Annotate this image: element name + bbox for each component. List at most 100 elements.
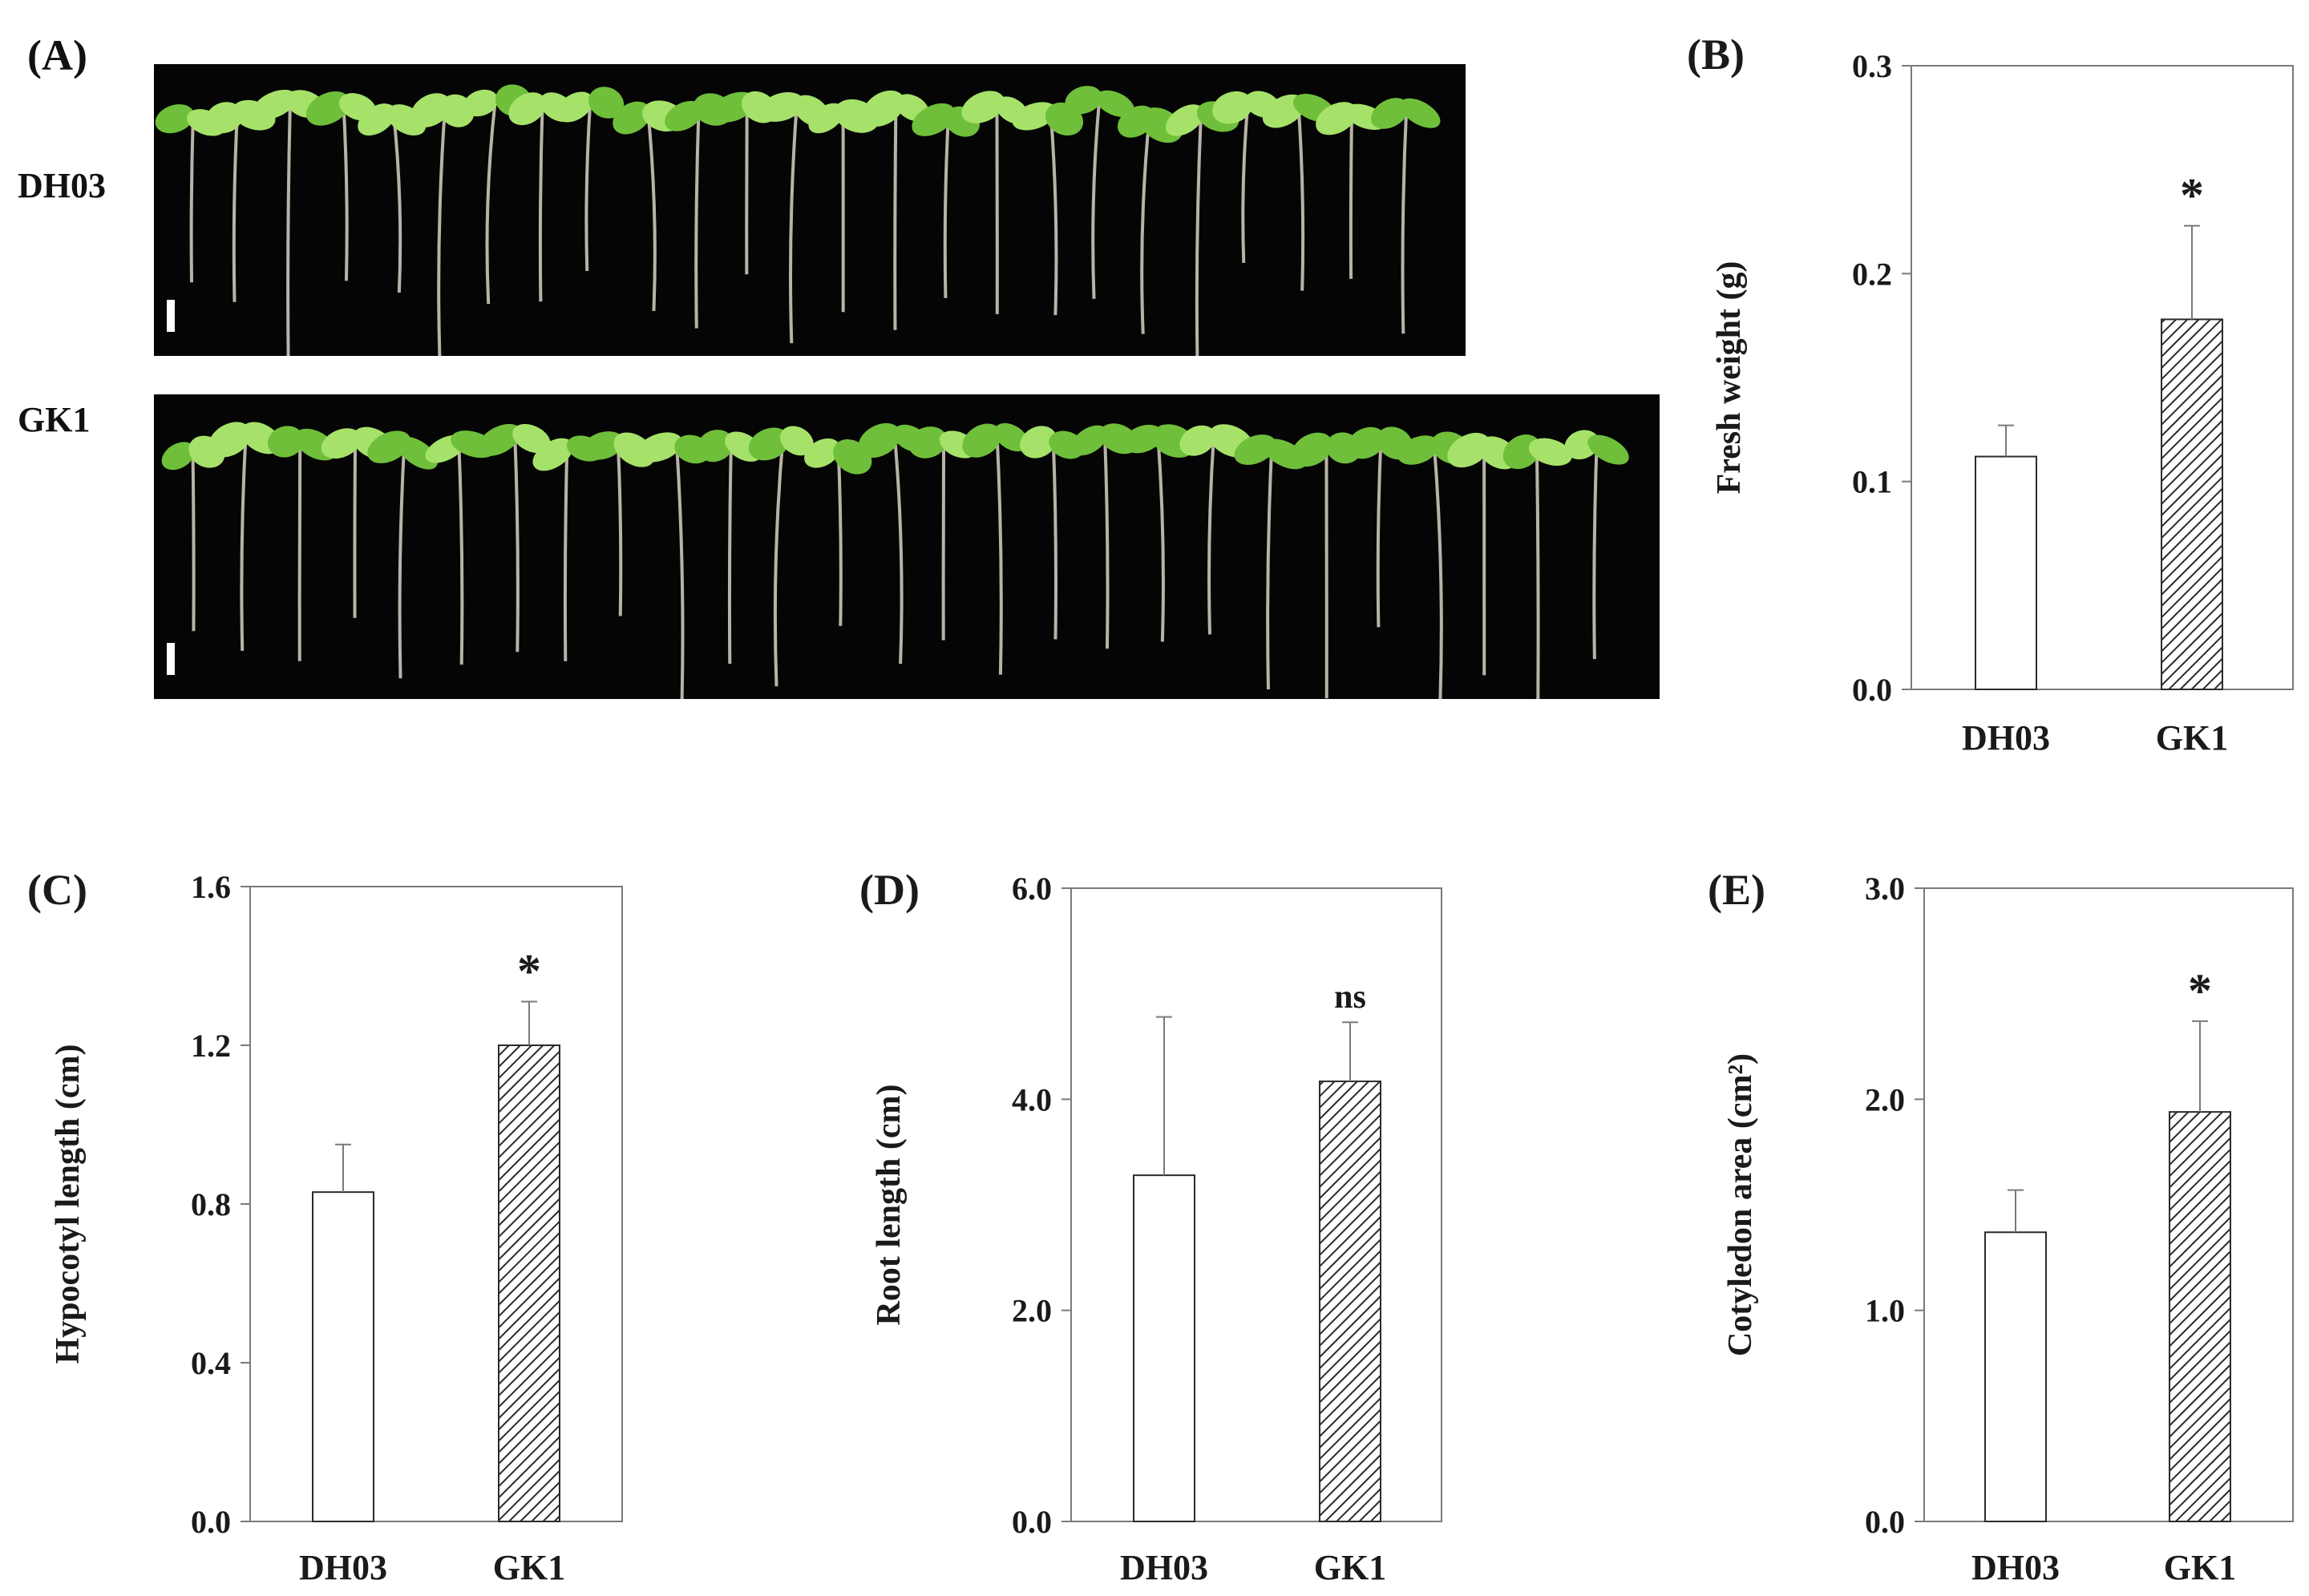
cotyledon-leaf (1020, 426, 1057, 459)
cotyledon-leaf (512, 423, 551, 454)
seedling-stem (1296, 103, 1305, 291)
y-tick-label: 4.0 (1012, 1081, 1052, 1117)
x-tick-label: GK1 (2156, 718, 2228, 758)
cotyledon-leaf (1447, 432, 1490, 468)
significance-mark: ns (1334, 979, 1366, 1016)
seedling-stem (485, 98, 498, 305)
cotyledon-leaf (1070, 425, 1108, 456)
cotyledon-leaf (994, 422, 1029, 452)
y-axis-label: Root length (cm) (871, 1085, 908, 1326)
seedling-stem (1349, 112, 1354, 279)
cotyledon-leaf (588, 87, 625, 119)
cotyledon-leaf (1123, 424, 1163, 454)
y-tick-label: 1.2 (191, 1028, 231, 1064)
row-label-dh03: DH03 (18, 166, 106, 205)
seedling-stem (727, 436, 734, 665)
seedling-stem (995, 429, 1003, 675)
seedling-stem (1091, 95, 1102, 299)
cotyledon-leaf (478, 423, 521, 456)
chart-panel-e: (E) 0.0 1.0 2.0 3.0 Cotyledon area (cm²) DH03 *… (1708, 866, 2294, 1587)
chart-panel-d: (D) 0.0 2.0 4.0 6.0 Root length (cm) DH03 ns GK1 (859, 866, 1442, 1587)
cotyledon-leaf (1347, 426, 1386, 459)
seedling-stem (563, 444, 569, 661)
seedling-stem (694, 106, 701, 329)
seedling-stem (342, 97, 349, 281)
seedling-stem (1156, 432, 1165, 642)
y-tick-label: 0.1 (1852, 464, 1892, 500)
cotyledon-leaf (1165, 104, 1204, 136)
cotyledon-leaf (463, 89, 499, 117)
bar-gk1 (2161, 318, 2223, 690)
plot-frame (1070, 887, 1442, 1522)
cotyledon-leaf (1179, 425, 1216, 456)
y-tick-label: 1.0 (1865, 1293, 1905, 1329)
y-tick-label: 1.6 (191, 869, 231, 905)
seedling-stem (353, 436, 358, 618)
y-tick-label: 3.0 (1865, 871, 1905, 907)
cotyledon-leaf (908, 426, 948, 459)
seedling-stem (645, 108, 657, 312)
y-tick-label: 2.0 (1012, 1293, 1052, 1329)
significance-mark: * (2180, 169, 2204, 222)
cotyledon-leaf (804, 438, 840, 468)
row-label-gk1: GK1 (18, 400, 91, 439)
cotyledon-leaf (962, 423, 1001, 458)
seedling-stem (286, 96, 293, 356)
cotyledon-leaf (748, 427, 790, 461)
cotyledon-leaf (367, 430, 411, 463)
bar-dh03 (1984, 1231, 2047, 1522)
cotyledon-leaf (1291, 432, 1333, 467)
cotyledon-leaf (155, 104, 195, 134)
cotyledon-leaf (697, 430, 734, 463)
chart-panel-c: (C) 0.0 0.4 0.8 1.2 1.6 Hypocotyl length (cm) D… (27, 866, 623, 1587)
cotyledon-leaf (410, 93, 451, 127)
cotyledon-leaf (1095, 90, 1134, 118)
seedling-stem (398, 440, 406, 679)
scale-bar (167, 643, 175, 675)
seedling-stem (391, 109, 402, 293)
cotyledon-leaf (862, 90, 905, 127)
chart-panel-b: (B) 0.0 0.1 0.2 0.3 Fresh weight (g) DH03 * GK1 (1687, 30, 2294, 758)
seedling-stem (789, 103, 799, 344)
cotyledon-leaf (532, 438, 573, 471)
seedling-stem (674, 442, 685, 699)
cotyledon-leaf (758, 92, 804, 122)
seedling-stem (1535, 444, 1540, 699)
seedling-stem (584, 96, 592, 272)
x-tick-label: DH03 (1120, 1548, 1208, 1587)
seedling-stem (1051, 438, 1057, 640)
cotyledon-leaf (321, 428, 362, 459)
panel-a-label: (A) (27, 31, 87, 79)
seedling-stem (1592, 439, 1599, 660)
seedling-stem (1401, 103, 1409, 334)
cotyledon-leaf (305, 91, 350, 126)
panel-label: (C) (27, 866, 87, 914)
bar-dh03 (312, 1191, 374, 1523)
plot-frame (249, 886, 623, 1522)
cotyledon-leaf (1397, 435, 1439, 465)
cotyledon-leaf (1065, 86, 1102, 115)
plot-frame (1911, 65, 2294, 690)
y-axis-label: Fresh weight (g) (1711, 261, 1748, 495)
seedling-stem (1376, 432, 1383, 628)
seedling-stem (189, 114, 195, 283)
bar-dh03 (1975, 455, 2037, 691)
y-tick-label: 2.0 (1865, 1081, 1905, 1117)
x-tick-label: DH03 (299, 1548, 387, 1587)
cotyledon-leaf (912, 103, 956, 136)
cotyledon-leaf (508, 92, 547, 126)
significance-mark: * (517, 945, 541, 998)
cotyledon-leaf (961, 91, 1005, 123)
x-tick-label: GK1 (493, 1548, 565, 1587)
seedling-stem (1432, 442, 1443, 699)
seedling-photo-gk1 (154, 394, 1660, 699)
x-tick-label: GK1 (2164, 1548, 2236, 1587)
seedling-stem (892, 430, 904, 665)
seedling-stem (773, 434, 785, 687)
seedling-stem (513, 430, 520, 653)
y-tick-label: 0.2 (1852, 256, 1892, 292)
cotyledon-leaf (398, 436, 438, 470)
cotyledon-leaf (1371, 98, 1409, 129)
cotyledon-leaf (1528, 438, 1572, 467)
y-tick-label: 6.0 (1012, 871, 1052, 907)
